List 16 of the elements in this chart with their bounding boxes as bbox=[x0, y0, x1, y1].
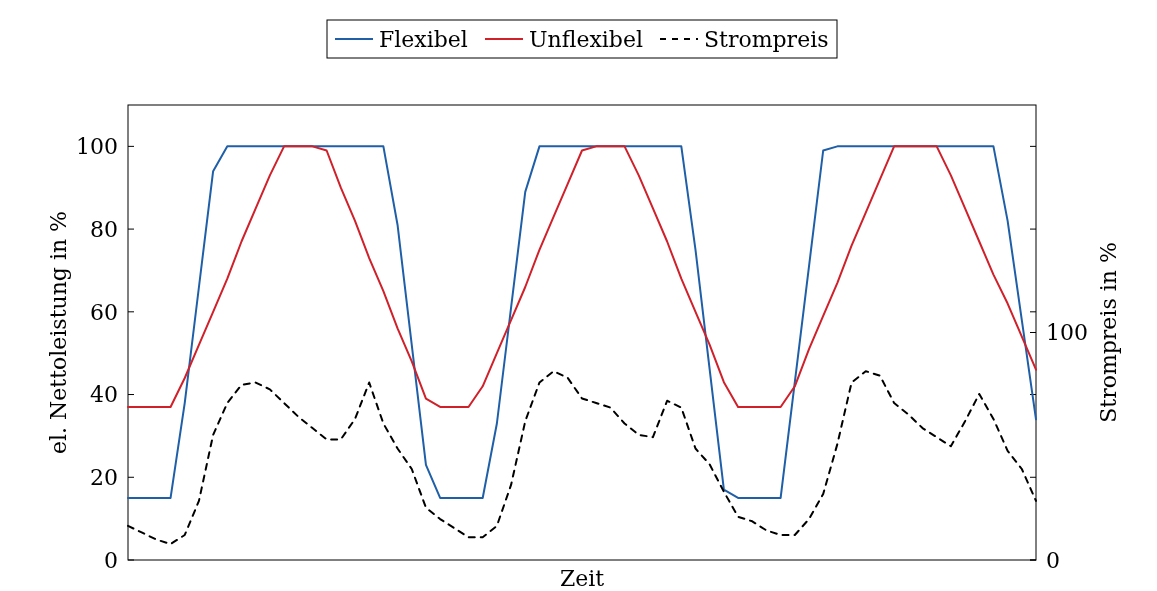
y2-tick-label: 0 bbox=[1046, 547, 1060, 573]
y-tick-label: 40 bbox=[90, 382, 118, 408]
line-series bbox=[127, 145, 1037, 408]
y-tick-label: 20 bbox=[90, 464, 118, 490]
y2-axis-title: Strompreis in % bbox=[1096, 242, 1121, 423]
y-tick-label: 60 bbox=[90, 299, 118, 325]
x-axis-title: Zeit bbox=[559, 566, 605, 591]
y-tick-label: 0 bbox=[104, 547, 118, 573]
legend-label: Flexibel bbox=[379, 26, 468, 52]
y2-tick-label: 100 bbox=[1046, 320, 1088, 346]
line-series bbox=[127, 145, 1037, 499]
y-axis-title: el. Nettoleistung in % bbox=[46, 211, 71, 454]
y-tick-label: 100 bbox=[76, 134, 118, 160]
legend-label: Strompreis bbox=[704, 26, 829, 52]
legend-label: Unflexibel bbox=[529, 26, 643, 52]
y-tick-label: 80 bbox=[90, 216, 118, 242]
